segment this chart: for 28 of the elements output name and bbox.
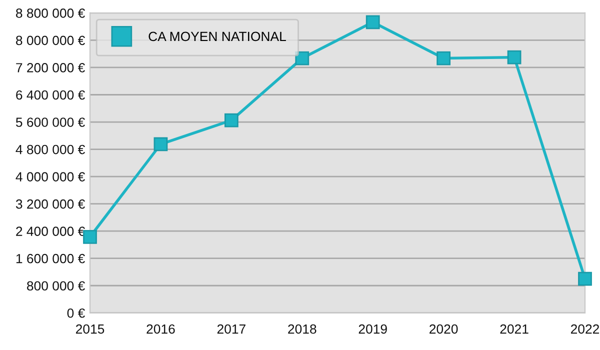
y-tick-label: 8 800 000 € bbox=[16, 8, 85, 18]
y-tick-label: 8 000 000 € bbox=[16, 36, 85, 46]
point bbox=[507, 50, 522, 64]
y-tick-label: 7 200 000 € bbox=[16, 63, 85, 72]
y-tick-label: 4 800 000 € bbox=[16, 144, 85, 154]
y-tick-label: 1 600 000 € bbox=[16, 254, 85, 264]
y-tick-label: 4 000 000 € bbox=[16, 172, 85, 182]
point bbox=[295, 51, 310, 66]
point bbox=[436, 51, 451, 66]
x-tick-label: 2018 bbox=[288, 324, 316, 334]
y-tick-label: 800 000 € bbox=[27, 281, 85, 291]
x-tick-label: 2020 bbox=[430, 324, 458, 334]
y-tick-label: 6 400 000 € bbox=[16, 90, 85, 100]
x-tick-label: 2021 bbox=[500, 324, 528, 334]
y-tick-label: 0 € bbox=[67, 308, 85, 318]
point bbox=[83, 230, 97, 244]
point bbox=[224, 113, 238, 128]
x-tick-label: 2017 bbox=[217, 324, 246, 334]
y-tick-label: 3 200 000 € bbox=[16, 199, 85, 209]
legend-label: CA MOYEN NATIONAL bbox=[148, 32, 286, 42]
x-tick-label: 2015 bbox=[76, 324, 104, 334]
y-tick-label: 5 600 000 € bbox=[16, 118, 85, 127]
x-tick-label: 2022 bbox=[570, 324, 600, 334]
point bbox=[366, 15, 380, 30]
point bbox=[578, 272, 592, 286]
point bbox=[154, 137, 168, 152]
x-tick-label: 2016 bbox=[146, 324, 175, 334]
x-tick-label: 2019 bbox=[358, 324, 387, 334]
